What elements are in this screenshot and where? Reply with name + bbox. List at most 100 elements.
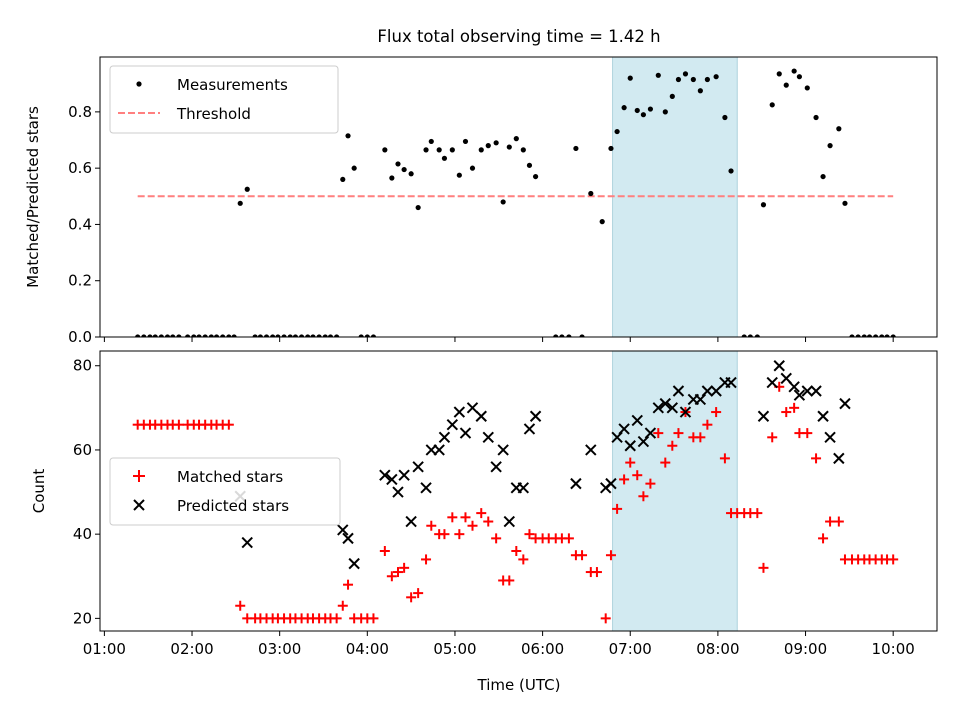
measurement-point [861,334,867,337]
matched-star-point [888,554,899,565]
matched-star-point [439,529,450,540]
measurement-point [170,334,176,337]
predicted-star-stroke [392,486,404,498]
top-marks-layer [135,68,896,337]
matched-star-point [825,516,836,527]
measurement-point [135,334,141,337]
bottom-xtick-label: 08:00 [696,640,739,658]
predicted-star-stroke [482,431,494,444]
bottom-y-ticks: 20 40 60 80 [73,357,100,627]
measurement-point [298,334,305,337]
predicted-star-point [420,482,432,494]
measurement-point [621,105,627,111]
measurement-point [257,334,263,337]
bottom-ytick-label: 20 [73,609,92,627]
measurement-point [796,74,802,80]
predicted-star-stroke [453,406,466,418]
matched-star-point [235,600,246,611]
bottom-xtick-label: 03:00 [258,640,301,658]
matched-star-point [605,550,616,561]
measurement-point [478,147,484,153]
measurement-point [804,85,810,91]
predicted-star-point [348,557,360,570]
matched-star-point [818,533,829,544]
matched-star-point [789,402,800,413]
measurement-point [423,147,429,153]
matched-star-point [767,432,778,443]
measurement-point [662,109,668,115]
measurement-point [164,334,171,337]
matched-star-point [337,600,348,611]
legend-measurements-marker [136,81,142,87]
predicted-star-point [466,402,479,414]
measurement-point [334,334,340,337]
matched-star-point [695,432,706,443]
predicted-star-stroke [618,423,630,435]
predicted-star-stroke [386,473,398,486]
bottom-xtick-label: 05:00 [433,640,476,658]
predicted-star-point [631,414,643,427]
bottom-xtick-label: 06:00 [521,640,564,658]
matched-star-point [483,516,494,527]
measurement-point [208,334,214,337]
predicted-star-stroke [701,385,714,397]
top-ytick-label: 0.6 [68,159,92,177]
predicted-star-stroke [348,557,360,570]
predicted-star-point [618,423,630,435]
predicted-star-point [517,482,530,494]
measurement-point [783,82,789,88]
top-y-ticks: 0.0 0.2 0.4 0.6 0.8 [68,103,100,346]
measurement-point [456,172,462,178]
matched-star-point [392,567,403,578]
measurement-point [358,334,364,337]
top-legend-box [109,65,339,134]
predicted-star-point [817,410,829,422]
matched-star-point [368,613,379,624]
measurement-point [526,162,533,168]
predicted-star-stroke [446,418,459,431]
measurement-point [879,334,885,337]
matched-star-point [467,520,478,531]
measurement-point [675,76,682,83]
predicted-star-stroke [517,482,530,494]
predicted-star-stroke [766,376,778,389]
measurement-point [849,334,855,337]
matched-star-point [343,579,354,590]
matched-star-point [833,516,844,527]
matched-star-point [811,453,822,464]
predicted-star-stroke [466,402,479,414]
matched-star-point [645,478,656,489]
measurement-point [281,334,287,337]
measurement-point [588,190,594,197]
matched-star-point [802,428,813,439]
predicted-star-stroke [793,389,806,401]
predicted-star-stroke [412,461,424,473]
bottom-legend-box [109,457,341,526]
predicted-star-stroke [342,532,354,545]
legend-predicted-marker [133,499,145,511]
matched-star-point [632,470,643,481]
predicted-star-point [701,385,714,397]
matched-star-point [518,554,529,565]
matched-star-point [504,575,515,586]
measurement-point [408,171,414,177]
measurement-point [237,200,243,206]
measurement-point [244,186,250,192]
measurement-point [827,143,833,149]
measurement-point [305,334,311,337]
measurement-point [389,175,395,181]
matched-star-point [460,512,471,523]
measurement-point [754,334,760,337]
predicted-star-point [644,427,657,439]
matched-star-point [379,546,390,556]
measurement-point [873,334,879,337]
matched-star-point [524,529,535,540]
measurement-point [287,334,293,337]
predicted-star-stroke [605,477,617,490]
matched-star-point [577,550,588,561]
measurement-point [485,143,491,149]
bottom-ytick-label: 40 [73,525,92,543]
matched-star-point [752,508,763,519]
matched-star-point [660,457,671,468]
measurement-point [813,114,819,121]
